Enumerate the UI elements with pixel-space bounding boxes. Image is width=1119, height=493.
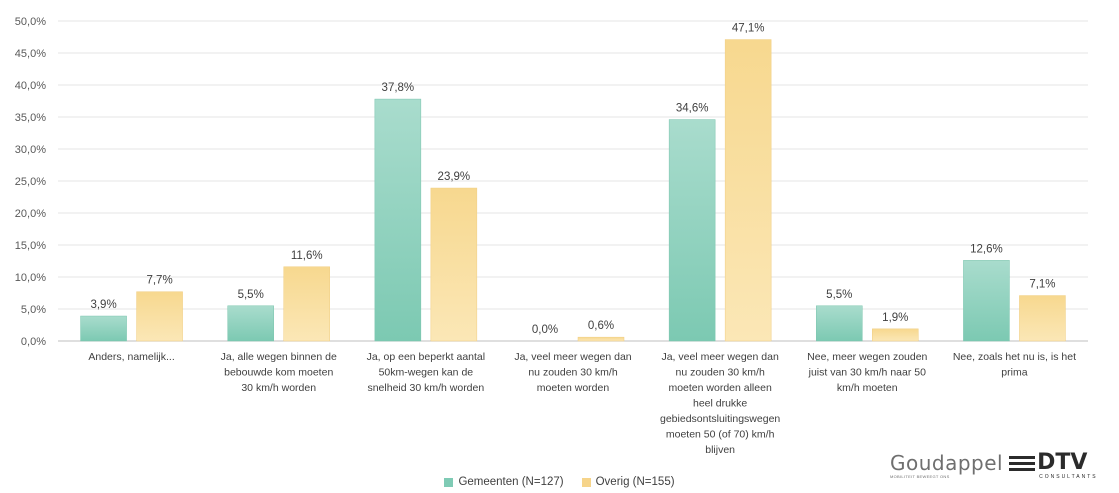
data-label: 23,9% [438,171,471,183]
y-tick-label: 15,0% [15,240,46,252]
category-label: Ja, alle wegen binnen de bebouwde kom moe… [221,351,337,394]
category-label: Ja, veel meer wegen dan nu zouden 30 km/h… [660,351,780,456]
category-label: Nee, meer wegen zouden juist van 30 km/h … [807,351,927,394]
bar-overig [430,187,478,342]
bar-gemeenten [374,98,422,342]
goudappel-logo-tagline: MOBILITEIT BEWEEGT ONS [890,474,950,479]
bar-chart: 0,0% 5,0% 10,0% 15,0% 20,0% 25,0% 30,0% 35,0% 40… [15,16,1088,456]
data-label: 3,9% [90,299,116,311]
data-label: 0,6% [588,320,614,332]
bar-gemeenten [80,315,127,342]
bar-overig [724,39,772,342]
bar-gemeenten [963,260,1010,342]
data-label: 7,1% [1029,279,1055,291]
bar-gemeenten [227,305,274,342]
goudappel-logo: Goudappel MOBILITEIT BEWEEGT ONS [890,452,1003,479]
legend-label-gemeenten: Gemeenten (N=127) [458,476,564,488]
bar-overig [283,266,330,342]
category-label: Anders, namelijk... [88,351,174,363]
y-tick-label: 45,0% [15,48,46,60]
legend-item-gemeenten: Gemeenten (N=127) [444,476,564,488]
bar-overig [136,291,183,342]
category-label: Ja, veel meer wegen dan nu zouden 30 km/h… [514,351,631,394]
y-tick-label: 20,0% [15,208,46,220]
data-label: 0,0% [532,324,558,336]
y-tick-label: 0,0% [21,336,46,348]
legend-item-overig: Overig (N=155) [581,476,675,488]
data-label: 47,1% [732,23,765,35]
data-label: 37,8% [382,82,415,94]
data-label: 1,9% [882,312,908,324]
data-label: 12,6% [970,243,1003,255]
y-tick-label: 35,0% [15,112,46,124]
y-tick-label: 5,0% [21,304,46,316]
data-label: 5,5% [826,289,852,301]
y-tick-label: 25,0% [15,176,46,188]
y-tick-label: 40,0% [15,80,46,92]
legend: Gemeenten (N=127) Overig (N=155) [0,476,1119,488]
bar-overig [577,336,625,342]
data-label: 34,6% [676,103,709,115]
y-axis-ticks: 0,0% 5,0% 10,0% 15,0% 20,0% 25,0% 30,0% 35,0% 40… [15,16,46,348]
bar-gemeenten [816,305,863,342]
gridlines [58,20,1088,342]
y-tick-label: 10,0% [15,272,46,284]
data-label: 5,5% [238,289,264,301]
category-label: Ja, op een beperkt aantal 50km-wegen kan … [367,351,486,394]
data-label: 7,7% [146,275,172,287]
data-labels: 3,9% 7,7% 5,5% 11,6% 37,8% 23,9% 0,0% 0,6% 34,6%… [90,23,1055,336]
bar-overig [872,328,919,342]
legend-swatch-gemeenten [444,477,454,487]
dtv-logo-text: DTV [1037,450,1088,475]
dtv-logo: DTV CONSULTANTS [1009,452,1097,480]
bars [80,39,1066,342]
dtv-lines-icon [1009,455,1036,471]
legend-label-overig: Overig (N=155) [595,476,675,488]
bar-overig [1019,295,1066,342]
data-label: 11,6% [291,250,323,262]
category-labels: Anders, namelijk... Ja, alle wegen binnen… [88,351,1076,456]
y-tick-label: 30,0% [15,144,46,156]
y-tick-label: 50,0% [15,16,46,28]
legend-swatch-overig [581,477,591,487]
category-label: Nee, zoals het nu is, is het prima [953,351,1076,379]
dtv-logo-tagline: CONSULTANTS [1039,474,1098,480]
bar-gemeenten [668,119,716,342]
logos: Goudappel MOBILITEIT BEWEEGT ONS DTV CON… [890,452,1098,481]
goudappel-logo-text: Goudappel [890,451,1004,475]
